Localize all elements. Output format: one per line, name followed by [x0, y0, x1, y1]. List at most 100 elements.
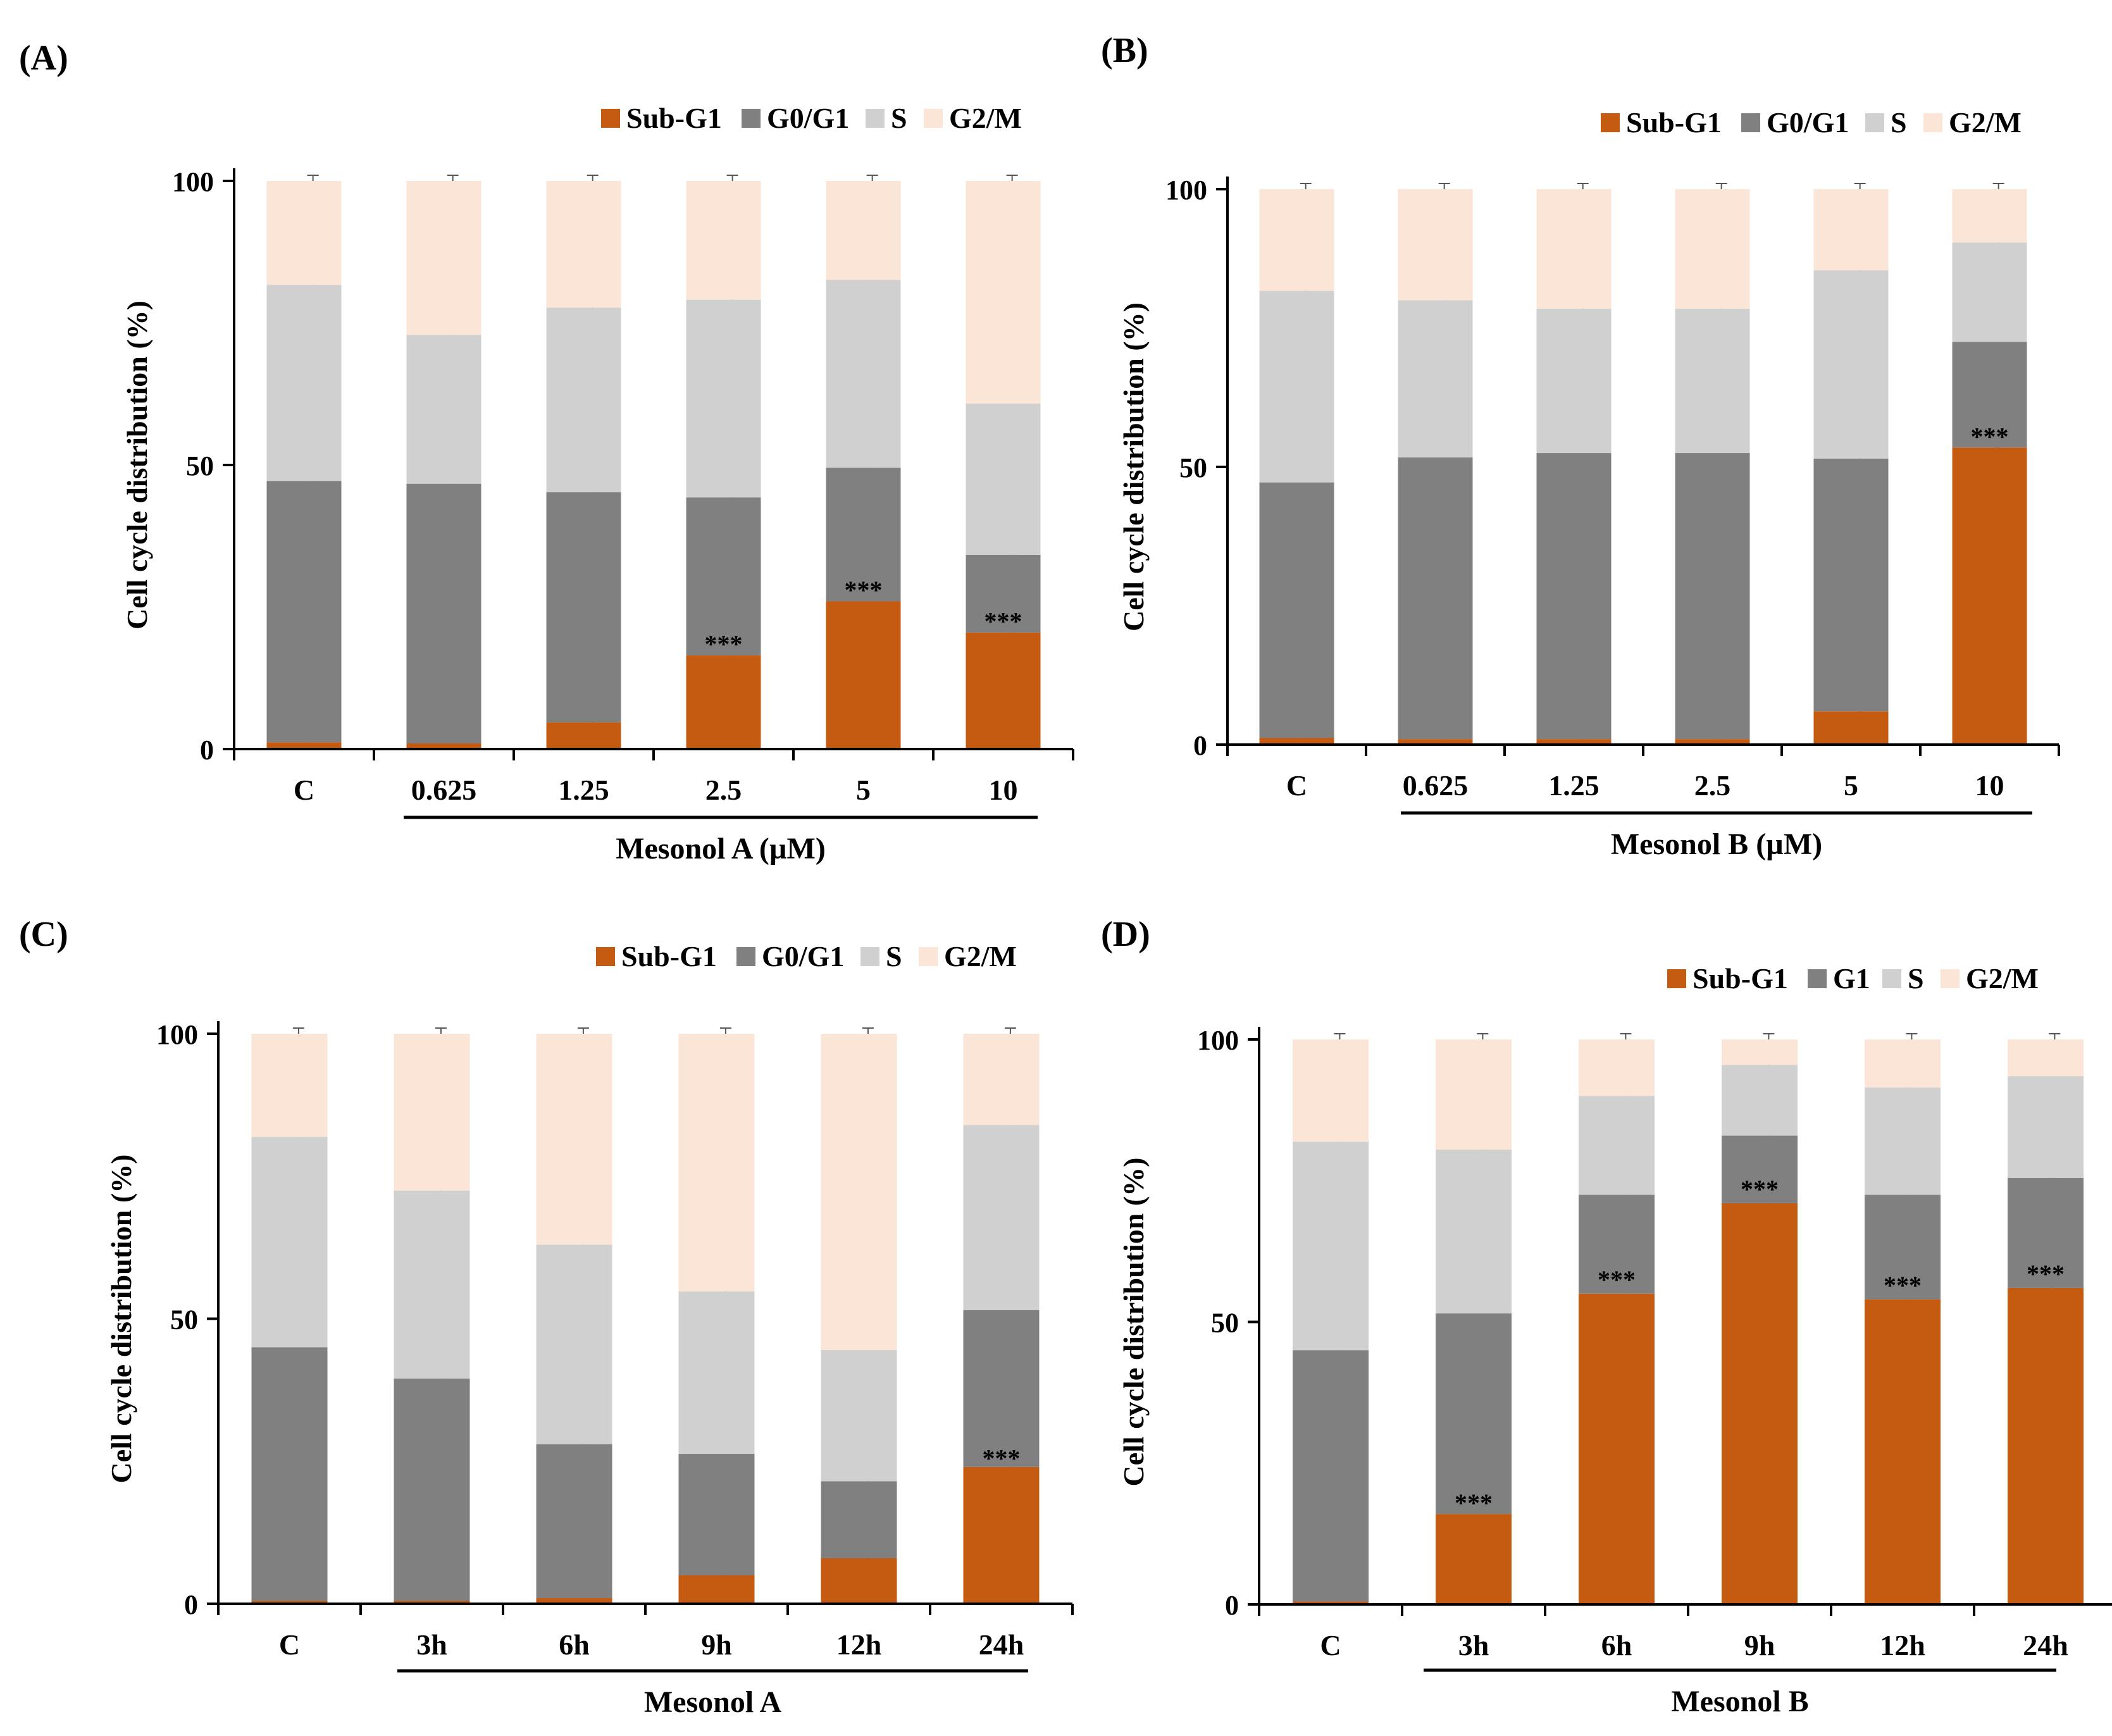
legend-label: G2/M [949, 102, 1022, 134]
bar-g0-g1-2 [1536, 453, 1612, 740]
significance-marker: *** [1741, 1175, 1779, 1203]
panel-label: (B) [1101, 31, 1148, 70]
bar-sub-g1-1 [1436, 1514, 1512, 1604]
panel-label: (C) [19, 915, 68, 954]
bar-g0-g1-1 [406, 483, 481, 744]
legend-label: G0/G1 [762, 940, 844, 972]
bar-g1-2 [1579, 1194, 1655, 1294]
legend: Sub-G1 G0/G1 S G2/M [601, 102, 1022, 134]
legend-label: G2/M [944, 940, 1017, 972]
bar-g2-m-5 [966, 181, 1041, 404]
bar-g1-5 [2008, 1177, 2084, 1288]
bar-s-1 [1398, 300, 1473, 458]
panel-c: (C) Cell cycle distribution (%) C 3h 6h 9h 12h… [19, 915, 1074, 1719]
bar-s-3 [1722, 1065, 1798, 1136]
y-axis-label: Cell cycle distribution (%) [105, 1155, 137, 1484]
x-tick-label: C [294, 774, 314, 806]
legend-swatch [1865, 113, 1884, 132]
legend-swatch [1923, 113, 1942, 132]
bar-g2-m-1 [1398, 189, 1473, 301]
bar-sub-g1-1 [394, 1601, 470, 1604]
x-tick-label: 1.25 [1548, 769, 1600, 802]
legend: Sub-G1 G0/G1 S G2/M [596, 940, 1017, 972]
bar-s-0 [251, 1137, 328, 1348]
x-axis-title: Mesonol B (µM) [1611, 828, 1822, 861]
bar-sub-g1-1 [1398, 739, 1473, 745]
legend-label: G2/M [1966, 962, 2039, 995]
x-tick-label: 9h [1744, 1629, 1775, 1661]
bar-sub-g1-0 [251, 1601, 328, 1604]
panel-a: (A) Cell cycle distribution (%) C 0.625 1.25… [19, 39, 1074, 865]
legend: Sub-G1 G1 S G2/M [1667, 962, 2039, 995]
x-tick-label: 12h [836, 1628, 882, 1661]
bar-g1-3 [1722, 1135, 1798, 1203]
legend-label: G0/G1 [1767, 106, 1849, 139]
x-tick-label: 6h [559, 1628, 590, 1661]
bar-s-4 [1813, 270, 1889, 459]
bar-sub-g1-2 [1536, 739, 1612, 745]
x-tick-label: C [1286, 769, 1307, 802]
bar-g0-g1-5 [966, 554, 1041, 633]
bar-sub-g1-4 [826, 601, 901, 749]
bar-g1-0 [1293, 1350, 1369, 1602]
legend-label: G2/M [1949, 106, 2022, 139]
legend-swatch [1667, 969, 1686, 988]
significance-marker: *** [983, 1444, 1021, 1473]
bar-sub-g1-2 [546, 722, 621, 749]
legend-swatch [742, 109, 761, 128]
bar-s-3 [678, 1291, 755, 1454]
x-axis-title: Mesonol B [1671, 1685, 1808, 1718]
significance-marker: *** [1598, 1265, 1636, 1294]
bar-g0-g1-2 [536, 1444, 612, 1598]
bar-g2-m-4 [1813, 189, 1889, 271]
legend-label: S [1908, 962, 1924, 995]
x-tick-label: C [1320, 1629, 1341, 1661]
bar-g0-g1-4 [826, 468, 901, 602]
legend-label: S [886, 940, 902, 972]
legend-label: Sub-G1 [626, 102, 722, 134]
panel-label: (A) [19, 39, 68, 78]
bar-s-4 [821, 1350, 897, 1482]
y-axis-label: Cell cycle distribution (%) [1117, 302, 1150, 631]
bar-sub-g1-3 [678, 1575, 755, 1604]
bar-g2-m-3 [678, 1034, 755, 1292]
x-tick-label: 24h [2023, 1629, 2068, 1661]
bar-g2-m-1 [1436, 1039, 1512, 1150]
bar-sub-g1-4 [1813, 711, 1889, 745]
x-tick-label: 10 [1975, 769, 2004, 802]
y-tick-label: 50 [1179, 452, 1207, 483]
bar-g2-m-3 [1722, 1039, 1798, 1065]
bar-g0-g1-2 [546, 492, 621, 722]
panel-label: (D) [1101, 915, 1150, 954]
y-tick-label: 0 [1225, 1590, 1239, 1621]
bar-s-1 [394, 1190, 470, 1379]
bar-g2-m-0 [251, 1034, 328, 1138]
significance-marker: *** [1971, 422, 2009, 450]
panel-d: (D) Cell cycle distribution (%) C 3h 6h 9h 12h… [1101, 915, 2112, 1718]
y-tick-label: 100 [172, 166, 214, 197]
x-tick-label: 5 [1844, 769, 1858, 802]
significance-marker: *** [2027, 1260, 2065, 1288]
y-tick-label: 50 [170, 1305, 198, 1336]
bar-s-0 [1293, 1141, 1369, 1351]
y-axis-label: Cell cycle distribution (%) [121, 301, 153, 629]
bar-g2-m-5 [963, 1034, 1040, 1125]
significance-marker: *** [985, 607, 1022, 635]
bar-g0-g1-3 [678, 1454, 755, 1575]
bar-sub-g1-4 [821, 1558, 897, 1604]
bar-sub-g1-3 [686, 655, 761, 749]
x-tick-label: 1.25 [558, 774, 609, 806]
bar-g2-m-2 [1579, 1039, 1655, 1096]
bar-g2-m-4 [1865, 1039, 1941, 1088]
y-tick-label: 100 [1197, 1025, 1239, 1056]
bar-s-2 [1579, 1096, 1655, 1195]
x-tick-label: 0.625 [1403, 769, 1469, 802]
bar-g0-g1-1 [1398, 457, 1473, 740]
x-tick-label: 0.625 [411, 774, 477, 806]
bar-g2-m-2 [536, 1034, 612, 1245]
legend-swatch [736, 947, 755, 966]
bar-g2-m-0 [1293, 1039, 1369, 1142]
legend-label: S [1891, 106, 1907, 139]
legend: Sub-G1 G0/G1 S G2/M [1601, 106, 2022, 139]
